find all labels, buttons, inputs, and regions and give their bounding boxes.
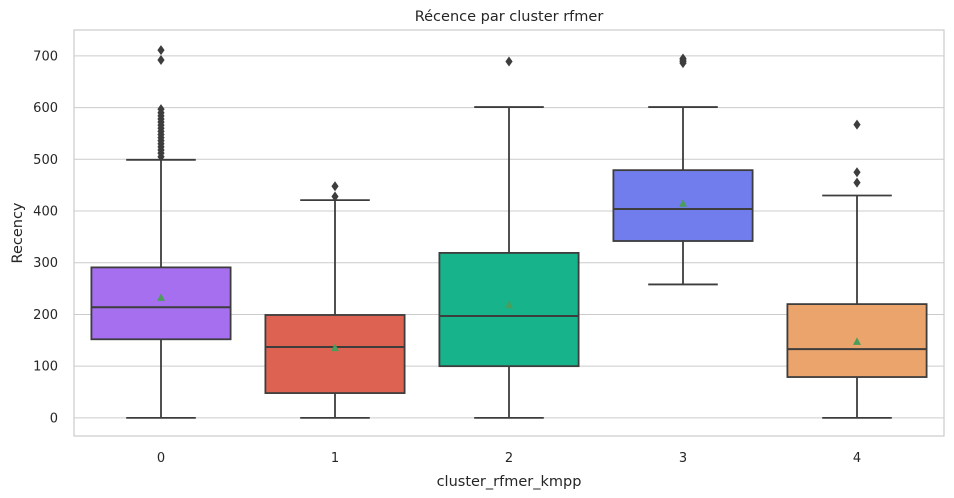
outlier-point (853, 119, 861, 130)
outlier-point (157, 54, 165, 65)
box-group-cluster-0 (90, 45, 232, 419)
iqr-box (264, 314, 406, 394)
mean-marker (331, 343, 339, 352)
outlier-point (157, 45, 165, 56)
x-tick-label: 1 (331, 451, 339, 466)
y-tick-label: 100 (33, 360, 58, 375)
y-tick-label: 700 (33, 49, 58, 64)
y-axis-label: Recency (10, 202, 26, 263)
x-tick-label: 3 (679, 451, 687, 466)
x-tick-label: 2 (505, 451, 513, 466)
mean-marker (505, 300, 513, 309)
box-group-cluster-1 (264, 181, 406, 419)
iqr-box (438, 252, 580, 368)
outlier-point (679, 53, 687, 64)
mean-marker (157, 293, 165, 301)
iqr-box (90, 266, 232, 341)
outlier-point (331, 181, 339, 192)
x-axis-ticks: 0 1 2 3 4 (157, 451, 861, 466)
plot-frame (73, 29, 945, 437)
outlier-point (331, 191, 339, 202)
outlier-point (157, 104, 165, 115)
x-axis-label: cluster_rfmer_kmpp (437, 474, 582, 490)
y-tick-label: 300 (33, 256, 58, 271)
box-group-cluster-2 (438, 56, 580, 419)
y-tick-label: 500 (33, 153, 58, 168)
y-tick-label: 200 (33, 308, 58, 323)
outlier-point (853, 167, 861, 178)
box-group-cluster-4 (786, 119, 928, 419)
mean-marker (679, 199, 687, 207)
x-tick-label: 4 (853, 451, 861, 466)
box-group-cluster-3 (612, 53, 754, 286)
mean-marker (853, 337, 861, 345)
outlier-point (505, 56, 513, 67)
y-axis-ticks: 0 100 200 300 400 500 600 700 (33, 49, 58, 426)
outlier-point (853, 177, 861, 188)
chart-title: Récence par cluster rfmer (415, 9, 604, 25)
box-series (90, 45, 928, 419)
x-tick-label: 0 (157, 451, 165, 466)
y-tick-label: 0 (50, 411, 58, 426)
y-tick-label: 600 (33, 101, 58, 116)
y-tick-label: 400 (33, 205, 58, 220)
